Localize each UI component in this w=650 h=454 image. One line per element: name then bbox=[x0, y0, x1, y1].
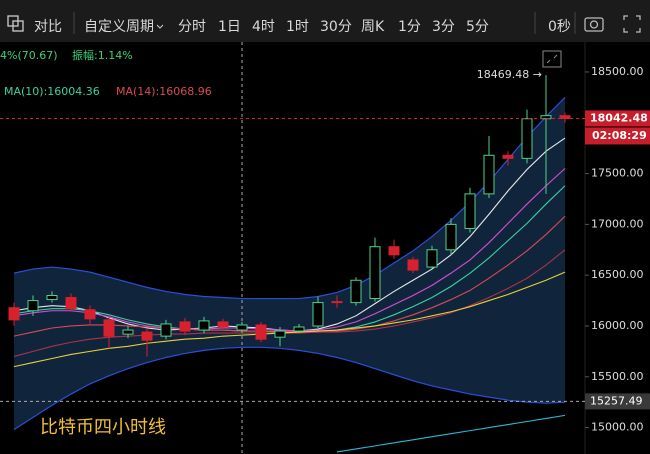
candle-body bbox=[46, 294, 58, 301]
candle-body bbox=[483, 154, 495, 195]
countdown-toggle[interactable]: 0秒 bbox=[548, 19, 571, 35]
candle-body bbox=[65, 297, 77, 310]
period-button[interactable]: 30分 bbox=[320, 19, 352, 35]
band-fill bbox=[14, 97, 565, 430]
screenshot-icon[interactable] bbox=[584, 17, 604, 32]
band-lower bbox=[13, 346, 566, 431]
y-tick-label: 16000.00 bbox=[591, 319, 644, 332]
candle-body bbox=[369, 246, 381, 300]
y-tick-label: 18500.00 bbox=[591, 65, 644, 78]
candle-body bbox=[502, 154, 514, 159]
period-button[interactable]: 1分 bbox=[398, 19, 421, 35]
y-tick-label: 15500.00 bbox=[591, 370, 644, 383]
period-button[interactable]: 3分 bbox=[432, 19, 455, 35]
candle-body bbox=[198, 320, 210, 331]
dropdown-arrow bbox=[156, 24, 164, 29]
candle-body bbox=[331, 301, 343, 304]
expand-icon[interactable] bbox=[542, 50, 562, 68]
candle-body bbox=[407, 259, 419, 271]
candle-body bbox=[426, 249, 438, 268]
ma14-info: MA(14):16068.96 bbox=[116, 85, 212, 98]
candle-body bbox=[445, 223, 457, 251]
band-low-label: 15257.49 bbox=[590, 394, 643, 407]
candle-body bbox=[312, 302, 324, 327]
candle-body bbox=[236, 324, 248, 331]
price-tag-label: 18042.48 bbox=[590, 111, 648, 124]
period-button[interactable]: 4时 bbox=[252, 19, 275, 35]
candle-body bbox=[274, 330, 286, 338]
amplitude-info: 振幅:1.14% bbox=[72, 48, 133, 62]
candle-body bbox=[521, 118, 533, 159]
candle-body bbox=[255, 324, 267, 340]
period-button[interactable]: 5分 bbox=[466, 19, 489, 35]
candle-body bbox=[179, 321, 191, 332]
high-marker: 18469.48 → bbox=[477, 68, 542, 81]
compare-icon[interactable] bbox=[7, 15, 24, 32]
period-button[interactable]: 周K bbox=[361, 19, 385, 35]
candle-body bbox=[8, 307, 20, 321]
candle-body bbox=[350, 279, 362, 304]
candle-body bbox=[122, 329, 134, 335]
watermark: 比特币四小时线 bbox=[40, 417, 166, 438]
candle-body bbox=[103, 319, 115, 337]
period-button[interactable]: 1时 bbox=[286, 19, 309, 35]
candle-body bbox=[464, 193, 476, 229]
ma-line bbox=[13, 168, 566, 332]
candle-body bbox=[141, 331, 153, 341]
candle-body bbox=[27, 300, 39, 312]
candle-body bbox=[160, 323, 172, 337]
candle-body bbox=[217, 321, 229, 328]
candle-body bbox=[388, 246, 400, 256]
ma-line bbox=[336, 414, 566, 453]
fullscreen-icon[interactable] bbox=[623, 15, 641, 33]
period-button[interactable]: 1日 bbox=[218, 19, 241, 35]
countdown-tag bbox=[585, 127, 650, 145]
y-tick-label: 17000.00 bbox=[591, 217, 644, 230]
countdown-label: 02:08:29 bbox=[592, 129, 647, 142]
band-low-tag bbox=[585, 393, 650, 410]
price-tag bbox=[585, 110, 650, 127]
candle-body bbox=[84, 309, 96, 320]
y-tick-label: 15000.00 bbox=[591, 421, 644, 434]
compare-button[interactable]: 对比 bbox=[34, 19, 62, 35]
candle-body bbox=[293, 326, 305, 332]
ma-line bbox=[13, 271, 566, 368]
custom-period[interactable]: 自定义周期 bbox=[84, 19, 154, 35]
y-tick-label: 17500.00 bbox=[591, 167, 644, 180]
toolbar bbox=[0, 0, 650, 42]
change-info: 4%(70.67) bbox=[0, 49, 58, 62]
y-tick-label: 16500.00 bbox=[591, 268, 644, 281]
period-button[interactable]: 分时 bbox=[178, 19, 206, 35]
ma10-info: MA(10):16004.36 bbox=[4, 85, 100, 98]
